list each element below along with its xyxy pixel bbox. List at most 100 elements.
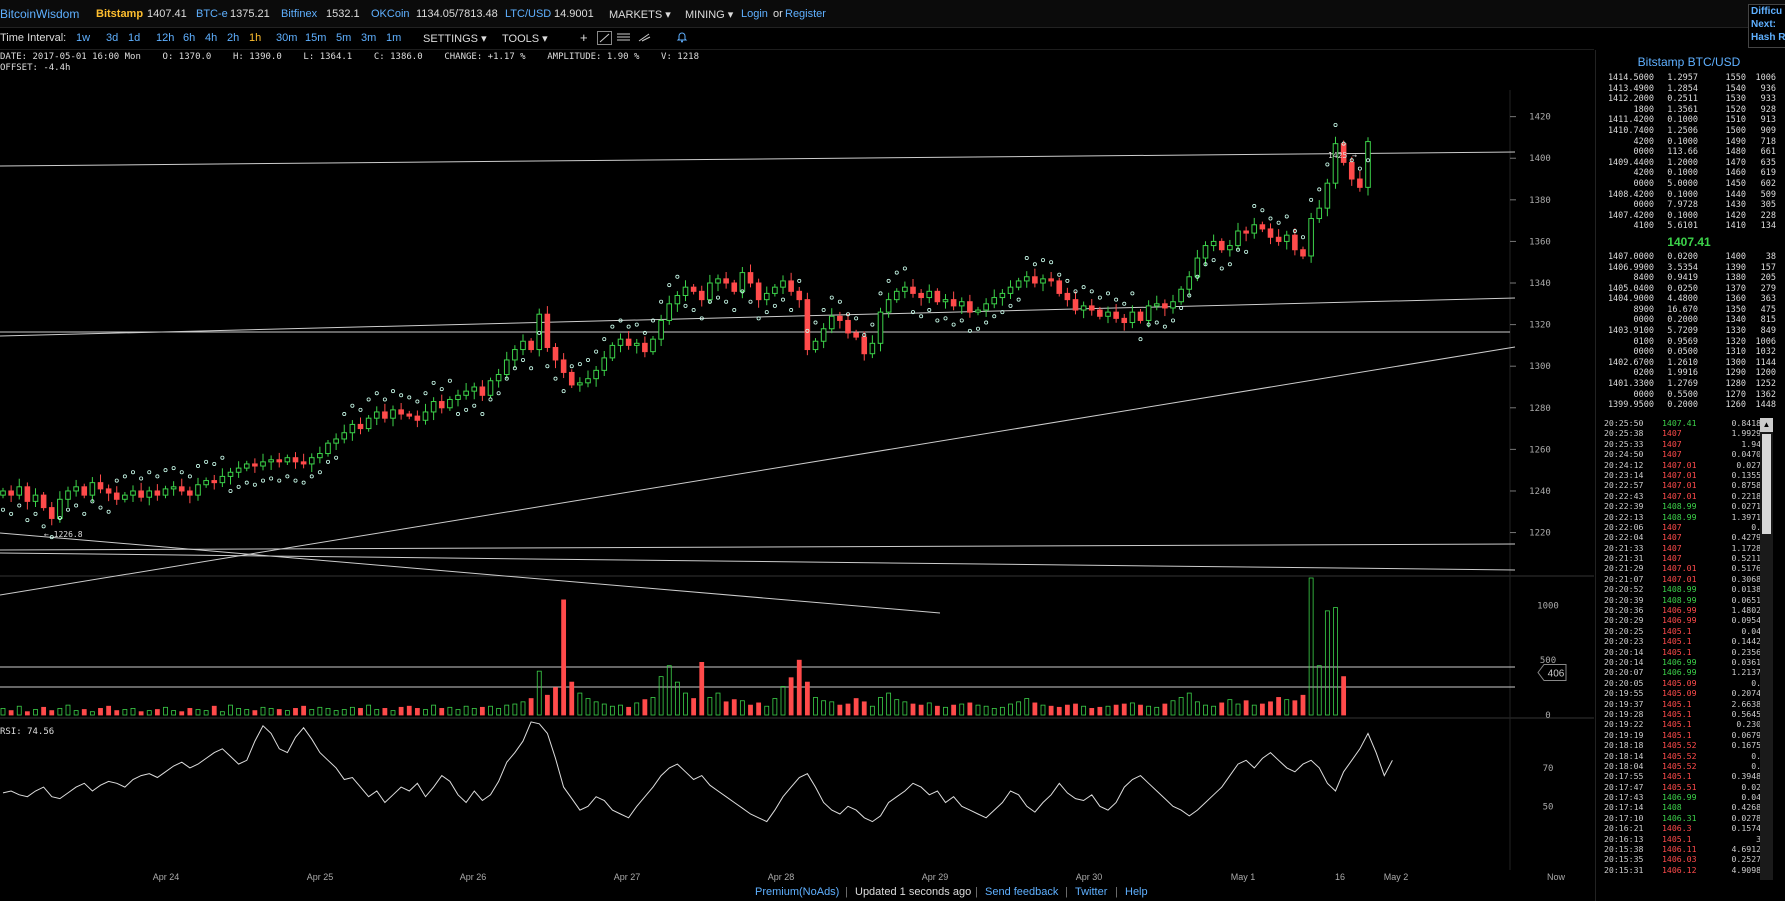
interval-3d[interactable]: 3d xyxy=(106,32,119,44)
interval-4h[interactable]: 4h xyxy=(205,32,218,44)
interval-1d[interactable]: 1d xyxy=(128,32,141,44)
trendline-icon[interactable] xyxy=(597,31,612,45)
bids-row: 1402.6700 1.2610 1300 1144 xyxy=(1596,358,1782,369)
asks-level: 1460 xyxy=(1725,168,1746,179)
trade-price: 1406.99 xyxy=(1662,792,1697,803)
interval-30m[interactable]: 30m xyxy=(276,32,298,44)
trade-price: 1406.99 xyxy=(1662,605,1697,616)
trade-time: 20:21:07 xyxy=(1604,573,1644,584)
volume-bar xyxy=(520,701,526,716)
asks-amount: 1.2854 xyxy=(1667,83,1698,94)
price-chart[interactable]: 1220 1240 1260 1280 1300 1320 1340 1360 1380 1400… xyxy=(0,50,1594,884)
volume-bar xyxy=(593,701,599,716)
site-logo[interactable]: BitcoinWisdom xyxy=(0,7,80,21)
interval-1m[interactable]: 1m xyxy=(386,32,402,44)
sar-dot xyxy=(163,468,168,473)
candle-body xyxy=(1097,309,1103,317)
trade-time: 20:19:22 xyxy=(1604,719,1644,730)
interval-1h[interactable]: 1h xyxy=(249,32,262,44)
asks-level: 1520 xyxy=(1725,104,1746,115)
trade-time: 20:18:04 xyxy=(1604,760,1644,771)
asks-row: 1414.5000 1.2957 1550 1006 xyxy=(1596,73,1782,84)
volume-bar xyxy=(106,705,112,716)
settings-menu[interactable]: SETTINGS ▾ xyxy=(423,33,487,45)
candle-body xyxy=(1316,207,1323,220)
candle-body xyxy=(1324,182,1331,209)
bids-level: 1260 xyxy=(1725,400,1746,411)
crosshair-icon[interactable]: + xyxy=(580,30,588,45)
interval-15m[interactable]: 15m xyxy=(305,32,327,44)
or-text: or xyxy=(773,8,783,20)
twitter-link[interactable]: Twitter xyxy=(1075,886,1108,898)
sar-dot xyxy=(57,516,62,521)
volume-bar xyxy=(301,705,307,716)
tools-menu[interactable]: TOOLS ▾ xyxy=(502,33,548,45)
interval-1w[interactable]: 1w xyxy=(76,32,91,44)
hlines-icon[interactable] xyxy=(617,31,630,46)
candle-body xyxy=(666,303,673,321)
bids-amount: 16.670 xyxy=(1667,304,1698,315)
sar-dot xyxy=(155,474,160,479)
sar-dot xyxy=(789,308,794,313)
sar-dot xyxy=(626,324,631,329)
trade-amount: 0.01385 xyxy=(1731,584,1766,595)
interval-3m[interactable]: 3m xyxy=(361,32,377,44)
trade-row: 20:20:36 1406.99 1.48022 xyxy=(1596,605,1768,615)
candle-body xyxy=(154,490,161,496)
asks-price: 4200 xyxy=(1633,168,1654,179)
trade-row: 20:20:52 1408.99 0.01385 xyxy=(1596,584,1768,594)
interval-2h[interactable]: 2h xyxy=(227,32,240,44)
exchange-ltcusd-link[interactable]: LTC/USD xyxy=(505,8,552,20)
volume-bar xyxy=(951,704,957,716)
trade-amount: 0.13552 xyxy=(1731,469,1766,480)
volume-bar xyxy=(195,709,201,716)
markets-menu[interactable]: MARKETS ▾ xyxy=(609,9,671,21)
candle-body xyxy=(479,386,486,396)
bids-amount: 0.9419 xyxy=(1667,273,1698,284)
register-link[interactable]: Register xyxy=(785,8,826,20)
sar-dot xyxy=(399,393,404,398)
sar-dot xyxy=(683,303,688,308)
feedback-link[interactable]: Send feedback xyxy=(985,886,1059,898)
asks-price: 1411.4200 xyxy=(1607,115,1654,126)
bids-row: 0100 0.9569 1320 1006 xyxy=(1596,337,1782,348)
asks-sum: 1006 xyxy=(1755,73,1776,83)
sar-dot xyxy=(984,320,989,325)
fib-icon[interactable] xyxy=(638,31,651,46)
candle-body xyxy=(1292,234,1298,251)
trade-row: 20:17:47 1405.51 0.023 xyxy=(1596,782,1768,792)
candle-body xyxy=(48,507,55,519)
premium-link[interactable]: Premium(NoAds) xyxy=(755,886,840,898)
scrollbar-thumb[interactable] xyxy=(1762,434,1771,534)
exchange-bitstamp-link[interactable]: Bitstamp xyxy=(96,8,144,20)
scroll-up-icon[interactable]: ▲ xyxy=(1760,418,1773,432)
price-tick-label: 1420 xyxy=(1529,113,1551,123)
login-link[interactable]: Login xyxy=(741,8,768,20)
candle-body xyxy=(292,457,299,463)
asks-level: 1440 xyxy=(1725,189,1746,200)
exchange-btce-link[interactable]: BTC-e xyxy=(196,8,228,20)
sar-dot xyxy=(1122,301,1127,306)
trade-amount: 0.023 xyxy=(1741,781,1766,792)
candle-body xyxy=(1340,143,1347,163)
candle-body xyxy=(81,486,88,496)
trade-amount: 0.39487 xyxy=(1731,771,1766,782)
sar-dot xyxy=(260,478,265,483)
help-link[interactable]: Help xyxy=(1125,886,1148,898)
candle-body xyxy=(723,278,729,284)
exchange-okcoin-link[interactable]: OKCoin xyxy=(371,8,410,20)
trade-row: 20:15:35 1406.03 0.25277 xyxy=(1596,854,1768,864)
trade-time: 20:22:06 xyxy=(1604,521,1644,532)
volume-bar xyxy=(837,704,843,716)
volume-bar xyxy=(926,702,932,716)
volume-bar xyxy=(1235,703,1241,716)
bell-icon[interactable] xyxy=(676,31,688,46)
exchange-bitfinex-link[interactable]: Bitfinex xyxy=(281,8,318,20)
interval-12h[interactable]: 12h xyxy=(156,32,175,44)
interval-5m[interactable]: 5m xyxy=(336,32,352,44)
interval-6h[interactable]: 6h xyxy=(183,32,196,44)
trade-price: 1405.1 xyxy=(1662,636,1692,647)
sar-dot xyxy=(382,397,387,402)
mining-menu[interactable]: MINING ▾ xyxy=(685,9,734,21)
asks-sum: 933 xyxy=(1760,94,1776,105)
